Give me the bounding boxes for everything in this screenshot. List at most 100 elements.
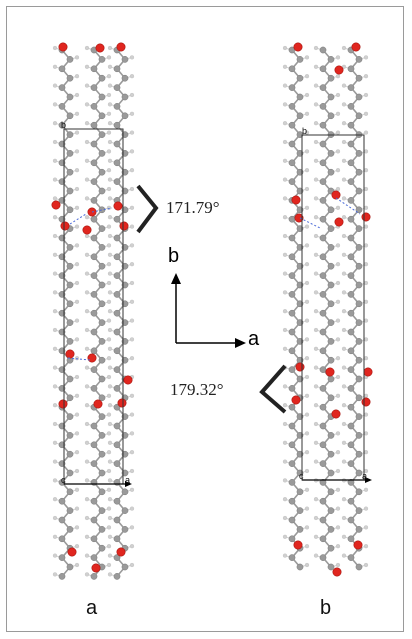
panel-a-oxygen-atom bbox=[82, 225, 92, 235]
panel-b-chain-1-hydrogen bbox=[282, 64, 288, 69]
panel-b-chain-3-hydrogen bbox=[363, 168, 369, 173]
panel-b-oxygen-atom bbox=[332, 567, 342, 577]
panel-b-chain-1-carbon bbox=[288, 159, 296, 167]
panel-b-chain-3-carbon bbox=[355, 394, 363, 402]
panel-a-chain-3-hydrogen bbox=[107, 121, 113, 126]
panel-a-chain-1-hydrogen bbox=[52, 403, 58, 408]
panel-b-chain-1-hydrogen bbox=[304, 205, 310, 210]
panel-b-chain-3-hydrogen bbox=[363, 412, 369, 417]
panel-b-chain-1-carbon bbox=[288, 253, 296, 261]
panel-b-oxygen-atom bbox=[291, 395, 301, 405]
panel-b-chain-1-hydrogen bbox=[304, 374, 310, 380]
panel-b-chain-2-hydrogen bbox=[313, 271, 319, 276]
panel-b-chain-3-carbon bbox=[355, 338, 363, 345]
panel-a-chain-1-carbon bbox=[66, 526, 74, 533]
panel-a-chain-3-hydrogen bbox=[107, 271, 113, 276]
panel-a-chain-3-hydrogen bbox=[107, 158, 113, 163]
panel-a-chain-1-carbon bbox=[58, 535, 66, 543]
panel-a-chain-3-carbon bbox=[113, 516, 121, 524]
panel-a-chain-1-carbon bbox=[58, 121, 66, 129]
panel-a-chain-1-hydrogen bbox=[74, 450, 80, 455]
panel-b-cell-arrowhead bbox=[365, 477, 372, 483]
panel-a-chain-2-carbon bbox=[98, 413, 106, 420]
panel-b-oxygen-atom bbox=[331, 190, 341, 200]
panel-a-chain-3-hydrogen bbox=[129, 186, 135, 192]
panel-a-chain-3-hydrogen bbox=[129, 525, 135, 530]
panel-a-oxygen-atom bbox=[117, 398, 127, 408]
panel-b-chain-1-hydrogen bbox=[282, 478, 288, 483]
panel-a-chain-1-carbon bbox=[58, 103, 66, 110]
panel-b-chain-3-carbon bbox=[347, 422, 355, 430]
panel-a-chain-3-hydrogen bbox=[129, 168, 135, 173]
panel-b-chain-3-hydrogen bbox=[341, 553, 347, 558]
panel-a-chain-2-carbon bbox=[98, 544, 106, 552]
panel-a-chain-1-carbon bbox=[66, 281, 74, 289]
panel-b-chain-3-carbon bbox=[347, 328, 355, 336]
panel-a-chain-3-carbon bbox=[113, 573, 121, 580]
panel-a-chain-2-carbon bbox=[98, 526, 106, 533]
panel-a-chain-1-carbon bbox=[66, 375, 74, 383]
panel-b-chain-3-hydrogen bbox=[363, 149, 369, 154]
panel-b-chain-2-carbon bbox=[319, 159, 327, 167]
panel-a-chain-1-hydrogen bbox=[52, 290, 58, 295]
panel-b-chain-2-carbon bbox=[327, 338, 335, 345]
panel-a-chain-2-carbon bbox=[98, 300, 106, 308]
panel-b-chain-3-hydrogen bbox=[341, 403, 347, 408]
panel-a-chain-3-hydrogen bbox=[129, 450, 135, 455]
panel-a-chain-1-carbon bbox=[66, 187, 74, 195]
panel-a-chain-1-hydrogen bbox=[52, 252, 58, 257]
panel-b-chain-2-carbon bbox=[319, 497, 327, 505]
panel-b-chain-2-hydrogen bbox=[335, 280, 341, 286]
panel-b-chain-1-hydrogen bbox=[282, 346, 288, 351]
angle-label-a: 171.79° bbox=[166, 198, 220, 217]
panel-a-chain-3-hydrogen bbox=[129, 468, 135, 474]
panel-a-chain-1-hydrogen bbox=[52, 327, 58, 333]
panel-a-chain-2-hydrogen bbox=[106, 130, 112, 135]
panel-a-chain-1-hydrogen bbox=[74, 431, 80, 436]
panel-a-chain-2-hydrogen bbox=[106, 506, 112, 511]
panel-b-chain-2-carbon bbox=[319, 460, 327, 467]
panel-a-chain-2-hydrogen bbox=[84, 64, 90, 69]
panel-b-chain-1-hydrogen bbox=[282, 177, 288, 182]
panel-a-chain-1-hydrogen bbox=[52, 572, 58, 577]
panel-b-chain-2-hydrogen bbox=[335, 299, 341, 304]
panel-a-chain-3-carbon bbox=[113, 84, 121, 91]
panel-a-oxygen-atom bbox=[67, 547, 77, 557]
panel-a-chain-1-hydrogen bbox=[74, 299, 80, 304]
panel-b-chain-1-carbon bbox=[288, 422, 296, 430]
panel-b-chain-1-hydrogen bbox=[282, 139, 288, 145]
panel-a-chain-1-carbon bbox=[58, 573, 66, 580]
panel-a-chain-1-carbon bbox=[66, 432, 74, 439]
panel-a-chain-3-hydrogen bbox=[129, 205, 135, 210]
panel-a-chain-3-hydrogen bbox=[107, 252, 113, 257]
panel-a-chain-1-hydrogen bbox=[74, 525, 80, 530]
panel-a-chain-2-hydrogen bbox=[84, 515, 90, 521]
panel-b-chain-2-carbon bbox=[319, 253, 327, 261]
panel-b-chain-1-hydrogen bbox=[304, 224, 310, 229]
panel-b-chain-3-carbon bbox=[347, 347, 355, 355]
panel-a-oxygen-atom bbox=[95, 43, 105, 53]
panel-a-hbond bbox=[67, 207, 113, 361]
panel-b-chain-3-hydrogen bbox=[341, 139, 347, 145]
panel-a-chain-1-carbon bbox=[58, 65, 66, 73]
panel-b-chain-2-carbon bbox=[319, 234, 327, 242]
panel-b-chain-1-hydrogen bbox=[282, 290, 288, 295]
panel-a-chain-2-hydrogen bbox=[84, 158, 90, 163]
panel-b-chain-3-carbon bbox=[347, 253, 355, 261]
panel-a-chain-2-hydrogen bbox=[106, 468, 112, 474]
panel-b-chain-2-hydrogen bbox=[313, 327, 319, 333]
panel-b-chain-3-carbon bbox=[355, 74, 363, 82]
panel-b-chain-2-hydrogen bbox=[335, 374, 341, 380]
panel-a-chain-1-hydrogen bbox=[74, 356, 80, 361]
panel-b-chain-2-hydrogen bbox=[313, 83, 319, 88]
panel-b-chain-3-carbon bbox=[347, 215, 355, 223]
panel-a-chain-1-carbon bbox=[58, 554, 66, 561]
panel-b-chain-2-carbon bbox=[319, 516, 327, 524]
panel-b-chain-3-hydrogen bbox=[341, 121, 347, 126]
panel-b-chain-1-carbon bbox=[288, 84, 296, 91]
panel-a-chain-1-hydrogen bbox=[52, 121, 58, 126]
panel-a-chain-3-carbon bbox=[113, 178, 121, 185]
panel-a-chain-3-carbon bbox=[113, 347, 121, 355]
panel-a-chain-2-carbon bbox=[98, 319, 106, 326]
